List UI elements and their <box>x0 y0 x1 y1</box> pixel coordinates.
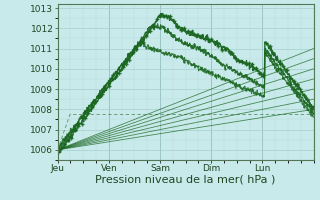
X-axis label: Pression niveau de la mer( hPa ): Pression niveau de la mer( hPa ) <box>95 175 276 185</box>
